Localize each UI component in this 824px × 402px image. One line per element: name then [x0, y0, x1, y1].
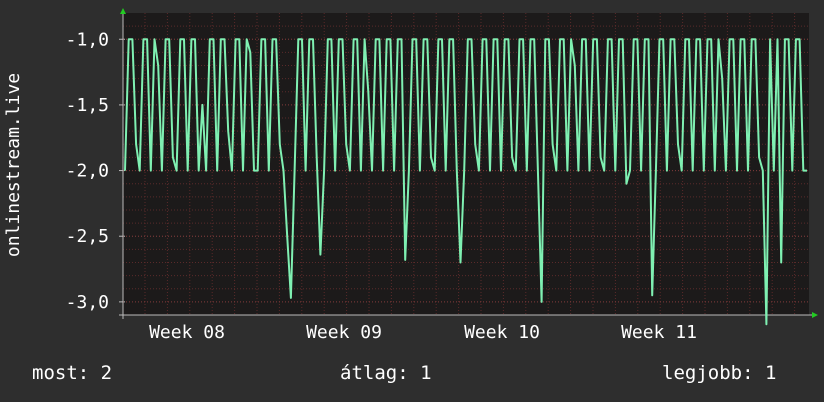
x-tick-label: Week 09: [306, 322, 382, 343]
current-value: most: 2: [32, 362, 113, 384]
y-axis-label: onlinestream.live: [3, 73, 24, 257]
x-tick-label: Week 11: [621, 322, 697, 343]
x-tick-label: Week 08: [149, 322, 225, 343]
average-value: átlag: 1: [340, 362, 432, 384]
y-axis-arrow-icon: [120, 8, 126, 14]
y-tick-label: -1,0: [66, 29, 109, 50]
x-tick-label: Week 10: [464, 322, 540, 343]
line-chart: -1,0-1,5-2,0-2,5-3,0 Week 08 Week 09 Week …: [3, 8, 818, 343]
y-tick-label: -1,5: [66, 95, 109, 116]
best-value: legjobb: 1: [662, 362, 777, 384]
y-tick-label: -2,5: [66, 226, 109, 247]
plot-area: [123, 13, 809, 315]
legend-footer: most: 2 átlag: 1 legjobb: 1: [0, 358, 824, 392]
x-axis-ticks: Week 08 Week 09 Week 10 Week 11: [149, 322, 697, 343]
series-line: [124, 38, 807, 326]
x-axis-arrow-icon: [812, 312, 818, 318]
y-tick-label: -3,0: [66, 292, 109, 313]
y-tick-label: -2,0: [66, 161, 109, 182]
